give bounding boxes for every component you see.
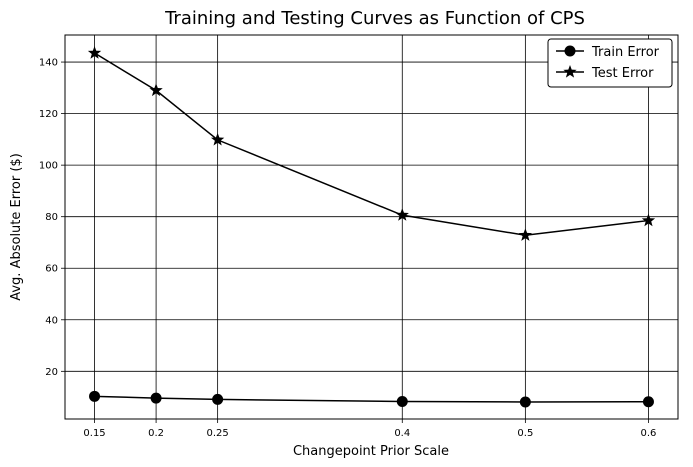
x-tick-label: 0.2	[148, 428, 164, 439]
x-tick-label: 0.25	[207, 428, 229, 439]
y-tick-label: 140	[39, 58, 58, 69]
data-point-test-error	[518, 228, 533, 241]
data-point-test-error	[641, 213, 656, 227]
data-point-test-error	[395, 208, 409, 221]
series-test-error	[87, 46, 656, 241]
series-line-test-error	[94, 52, 649, 237]
x-tick-label: 0.4	[394, 428, 410, 439]
data-point-train-error	[519, 396, 531, 408]
data-point-train-error	[396, 395, 408, 407]
x-axis-ticks: 0.15 0.2 0.25 0.4 0.5 0.6	[83, 419, 656, 439]
data-point-train-error	[150, 392, 162, 404]
y-tick-label: 40	[45, 315, 58, 326]
x-tick-label: 0.5	[517, 428, 533, 439]
data-point-test-error	[210, 132, 225, 146]
y-tick-label: 120	[39, 109, 58, 120]
legend-label-train-error: Train Error	[591, 45, 660, 60]
x-tick-label: 0.15	[83, 428, 105, 439]
series-line-train-error	[94, 395, 649, 403]
legend-entry-train-error: Train Error	[556, 45, 660, 60]
data-point-train-error	[89, 390, 101, 402]
data-point-test-error	[149, 83, 163, 97]
legend: Train Error Test Error	[547, 38, 673, 88]
data-point-train-error	[642, 396, 654, 408]
legend-label-test-error: Test Error	[591, 66, 654, 81]
plot-frame	[64, 34, 679, 420]
x-axis-label: Changepoint Prior Scale	[293, 444, 449, 459]
legend-marker-train-error	[564, 45, 576, 57]
legend-entries: Train Error Test Error	[556, 45, 660, 81]
legend-entry-test-error: Test Error	[556, 65, 654, 81]
y-tick-label: 20	[45, 367, 58, 378]
y-tick-label: 80	[45, 212, 58, 223]
x-tick-label: 0.6	[641, 428, 657, 439]
grid-lines	[65, 35, 678, 419]
data-point-train-error	[212, 393, 224, 405]
y-axis-ticks: 20 40 60 80 100 120 140	[39, 58, 65, 378]
chart-title: Training and Testing Curves as Function …	[164, 8, 585, 29]
legend-marker-test-error	[563, 65, 577, 78]
series-layer	[87, 46, 656, 408]
y-tick-label: 100	[39, 161, 58, 172]
y-tick-label: 60	[45, 264, 58, 275]
y-axis-label: Avg. Absolute Error ($)	[9, 153, 24, 301]
series-train-error	[89, 390, 654, 408]
data-point-test-error	[87, 46, 102, 59]
